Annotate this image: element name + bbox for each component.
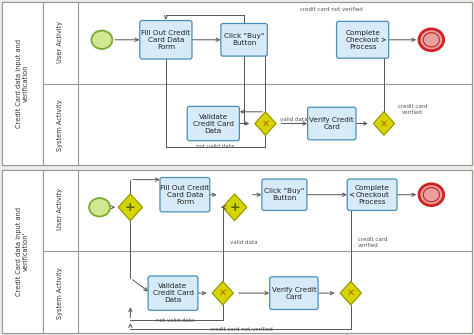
Circle shape [419, 29, 444, 51]
Text: valid data: valid data [280, 117, 308, 122]
Text: +: + [125, 201, 136, 214]
Text: Credit Card data input and
verification': Credit Card data input and verification' [16, 207, 29, 296]
Text: Verify Credit
Card: Verify Credit Card [272, 287, 316, 299]
Text: credit card
verified: credit card verified [398, 105, 427, 115]
Text: credit card
verified: credit card verified [358, 238, 387, 248]
Text: ✕: ✕ [219, 288, 227, 298]
Circle shape [423, 33, 439, 47]
FancyBboxPatch shape [160, 178, 210, 212]
FancyBboxPatch shape [262, 179, 307, 210]
FancyBboxPatch shape [2, 170, 43, 333]
Text: +: + [229, 201, 240, 214]
Text: Credit Card data input and
verification: Credit Card data input and verification [16, 39, 29, 128]
Text: User Activity: User Activity [57, 188, 64, 230]
Text: Fill Out Credit
Card Data
Form: Fill Out Credit Card Data Form [160, 185, 210, 205]
Text: Validate
Credit Card
Data: Validate Credit Card Data [153, 283, 193, 303]
Text: System Activity: System Activity [57, 267, 64, 319]
FancyBboxPatch shape [43, 170, 78, 333]
FancyBboxPatch shape [347, 179, 397, 210]
Text: valid data: valid data [230, 241, 257, 245]
Text: User Activity: User Activity [57, 21, 64, 63]
Text: Validate
Credit Card
Data: Validate Credit Card Data [193, 114, 234, 134]
Text: ✕: ✕ [346, 288, 355, 298]
Polygon shape [222, 194, 247, 221]
Polygon shape [255, 112, 276, 135]
Polygon shape [118, 194, 143, 221]
FancyBboxPatch shape [221, 23, 267, 56]
Text: credit card not verified: credit card not verified [301, 7, 363, 12]
Text: not valid data: not valid data [197, 144, 235, 149]
FancyBboxPatch shape [148, 276, 198, 310]
Text: Click "Buy"
Button: Click "Buy" Button [224, 33, 264, 46]
FancyBboxPatch shape [2, 2, 472, 165]
FancyBboxPatch shape [308, 107, 356, 140]
Text: ✕: ✕ [380, 119, 388, 129]
FancyBboxPatch shape [43, 2, 78, 165]
Text: Complete
Checkout
Process: Complete Checkout Process [345, 30, 380, 50]
FancyBboxPatch shape [2, 170, 472, 333]
Text: Complete
Checkout
Process: Complete Checkout Process [355, 185, 390, 205]
Circle shape [89, 198, 110, 216]
Text: Fill Out Credit
Card Data
Form: Fill Out Credit Card Data Form [141, 30, 191, 50]
Circle shape [91, 30, 112, 49]
FancyBboxPatch shape [187, 107, 239, 141]
Text: ✕: ✕ [261, 119, 270, 129]
Text: System Activity: System Activity [57, 100, 64, 151]
Text: Verify Credit
Card: Verify Credit Card [310, 117, 354, 130]
Circle shape [419, 184, 444, 206]
Text: credit card not verified: credit card not verified [210, 327, 273, 332]
Polygon shape [340, 281, 361, 305]
FancyBboxPatch shape [270, 277, 318, 310]
Polygon shape [212, 281, 233, 305]
Circle shape [423, 188, 439, 202]
FancyBboxPatch shape [337, 21, 389, 58]
Text: Click "Buy"
Button: Click "Buy" Button [264, 188, 305, 201]
FancyBboxPatch shape [140, 20, 192, 59]
Polygon shape [374, 112, 394, 135]
Text: not valid data: not valid data [156, 318, 194, 323]
FancyBboxPatch shape [2, 2, 43, 165]
